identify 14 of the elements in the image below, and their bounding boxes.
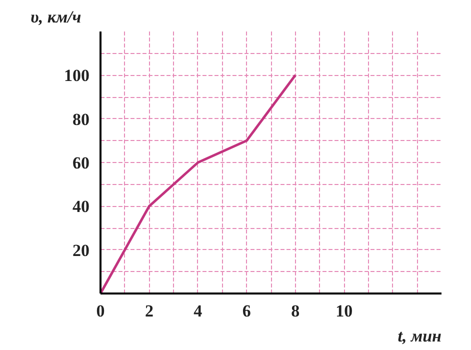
y-tick-label: 60 — [72, 154, 90, 172]
x-axis-title: t, мин — [398, 326, 442, 346]
x-tick-label: 0 — [96, 302, 105, 320]
line-series — [100, 74, 297, 294]
y-axis-title: υ, км/ч — [30, 8, 82, 26]
y-tick-label: 80 — [72, 110, 90, 129]
x-tick-label: 4 — [194, 302, 203, 320]
x-tick-label: 10 — [336, 302, 353, 320]
x-tick-label: 6 — [242, 302, 251, 320]
y-tick-label: 20 — [72, 240, 90, 260]
x-tick-label: 2 — [144, 302, 154, 320]
y-tick-label: 40 — [72, 197, 90, 216]
y-tick-label: 100 — [64, 66, 90, 86]
x-tick-label: 8 — [291, 302, 300, 320]
